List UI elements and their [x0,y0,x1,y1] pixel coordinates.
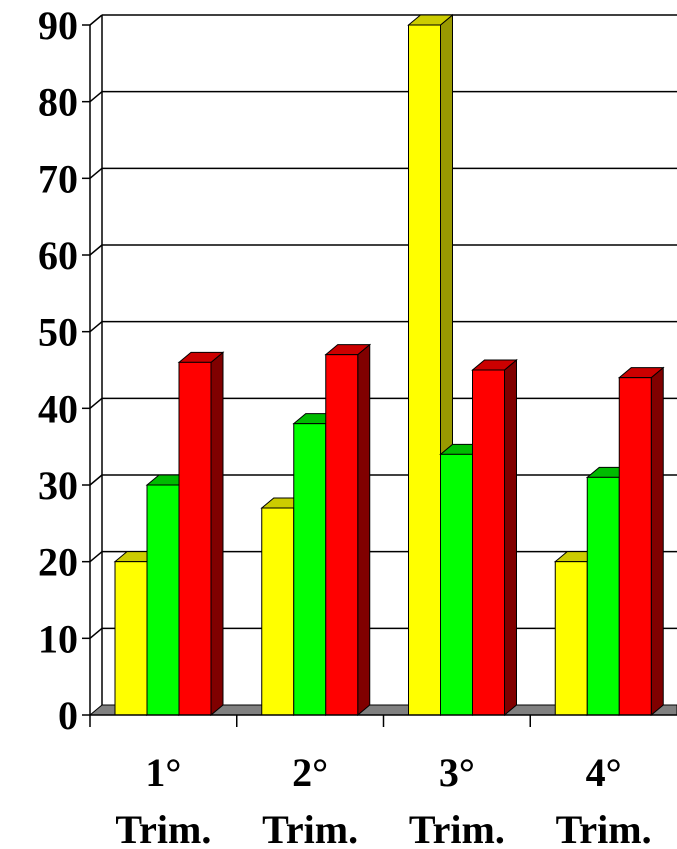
x-tick-label-line2: Trim. [262,807,358,849]
y-tick-label: 80 [38,80,78,125]
bar-front [440,453,473,716]
y-tick-label: 10 [38,616,78,661]
bar-front [472,369,505,716]
gridline-side [89,14,103,26]
y-tick-label: 20 [38,540,78,585]
x-tick-label-line1: 4° [586,750,622,795]
x-tick-label-line2: Trim. [115,807,211,849]
x-tick-label-line2: Trim. [556,807,652,849]
bar-side [650,366,664,717]
x-axis-labels: 1° Trim. 2° Trim. 3° Trim. 4° Trim. [89,714,677,849]
gridline-side [89,91,103,103]
x-tick-label-line1: 3° [439,750,475,795]
bar [177,351,225,717]
bar-side [357,343,371,717]
x-tick-label-line1: 1° [145,750,181,795]
bar-front [554,561,588,716]
gridline-side [89,551,103,563]
bar-front [408,24,441,716]
bar [471,358,518,717]
y-tick-label: 30 [38,463,78,508]
bar-front [618,377,652,716]
bar [617,366,665,717]
bar-front [586,476,620,716]
bar-front [325,354,359,716]
bar-front [293,423,327,716]
y-tick-label: 40 [38,386,78,431]
gridline-side [89,474,103,486]
bar-front [146,484,180,716]
bars [113,13,665,717]
bar-side [210,351,224,717]
y-tick-label: 90 [38,3,78,48]
bar-front [261,507,295,716]
bar-front [178,361,212,716]
gridline-side [89,167,103,179]
y-tick-label: 50 [38,310,78,355]
bar-side [504,358,517,717]
gridline-side [89,244,103,256]
y-axis-ticks: 0 10 20 30 40 50 60 70 80 90 [38,3,90,738]
gridline-side [89,397,103,409]
y-tick-label: 0 [58,693,78,738]
bar [324,343,372,717]
y-tick-label: 70 [38,156,78,201]
y-tick-label: 60 [38,233,78,278]
x-tick-label-line1: 2° [292,750,328,795]
gridline-side [89,627,103,639]
gridline-side [89,321,103,333]
bar-front [114,561,148,716]
x-tick-label-line2: Trim. [409,807,505,849]
